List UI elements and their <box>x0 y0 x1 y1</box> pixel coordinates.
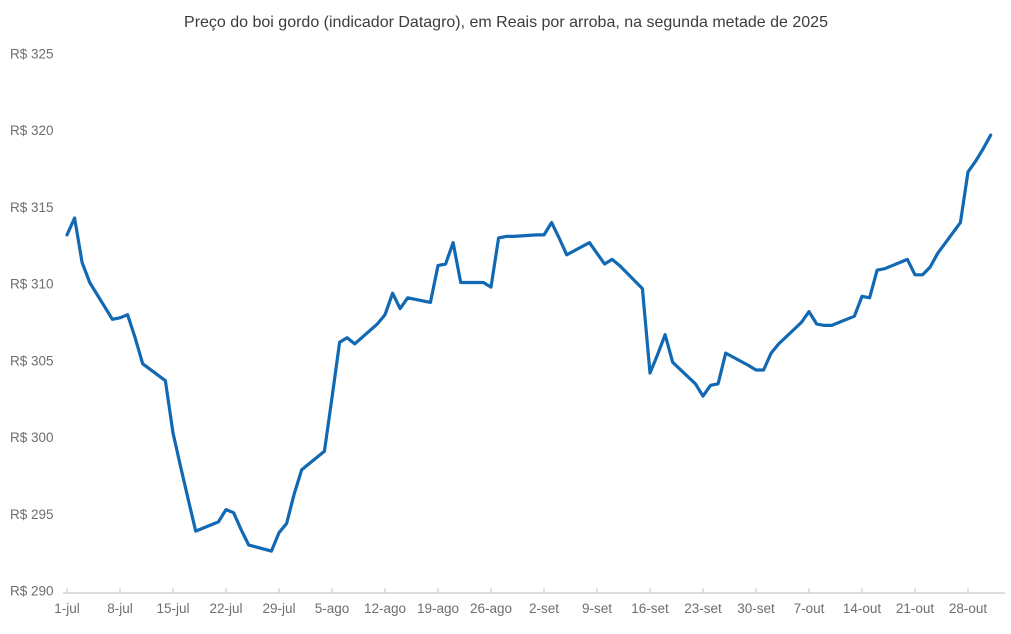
y-axis-tick-label: R$ 325 <box>10 46 54 61</box>
x-axis-tick-label: 5-ago <box>315 601 350 616</box>
y-axis-tick-label: R$ 320 <box>10 123 54 138</box>
x-axis-tick-label: 29-jul <box>262 601 295 616</box>
x-axis-tick-label: 7-out <box>794 601 825 616</box>
y-axis-tick-label: R$ 315 <box>10 200 54 215</box>
x-axis-tick-label: 21-out <box>896 601 935 616</box>
y-axis-tick-label: R$ 305 <box>10 353 54 368</box>
price-line <box>65 133 993 553</box>
y-axis-tick-label: R$ 295 <box>10 507 54 522</box>
y-axis-tick-label: R$ 300 <box>10 430 54 445</box>
x-axis-tick-label: 12-ago <box>364 601 406 616</box>
x-axis-tick-label: 16-set <box>631 601 669 616</box>
x-axis-tick-label: 22-jul <box>209 601 242 616</box>
x-axis-tick-label: 30-set <box>737 601 775 616</box>
y-axis-tick-label: R$ 290 <box>10 584 54 599</box>
x-axis-tick-label: 26-ago <box>470 601 512 616</box>
y-axis: R$ 325 R$ 320 R$ 315 R$ 310 R$ 305 R$ 300 R$ 2… <box>10 46 54 598</box>
x-axis-tick-label: 23-set <box>684 601 722 616</box>
x-axis-tick-label: 9-set <box>582 601 612 616</box>
x-axis-tick-label: 8-jul <box>107 601 133 616</box>
x-axis-tick-label: 14-out <box>843 601 882 616</box>
chart-title: Preço do boi gordo (indicador Datagro), … <box>184 14 828 31</box>
x-axis: 1-jul 8-jul 15-jul 22-jul 29-jul 5-ago 12-ago 1… <box>54 588 1005 616</box>
x-axis-tick-label: 19-ago <box>417 601 459 616</box>
y-axis-tick-label: R$ 310 <box>10 277 54 292</box>
x-axis-tick-label: 1-jul <box>54 601 80 616</box>
x-axis-tick-label: 15-jul <box>156 601 189 616</box>
x-axis-tick-label: 28-out <box>949 601 988 616</box>
x-axis-tick-label: 2-set <box>529 601 559 616</box>
price-line-series <box>65 133 993 553</box>
